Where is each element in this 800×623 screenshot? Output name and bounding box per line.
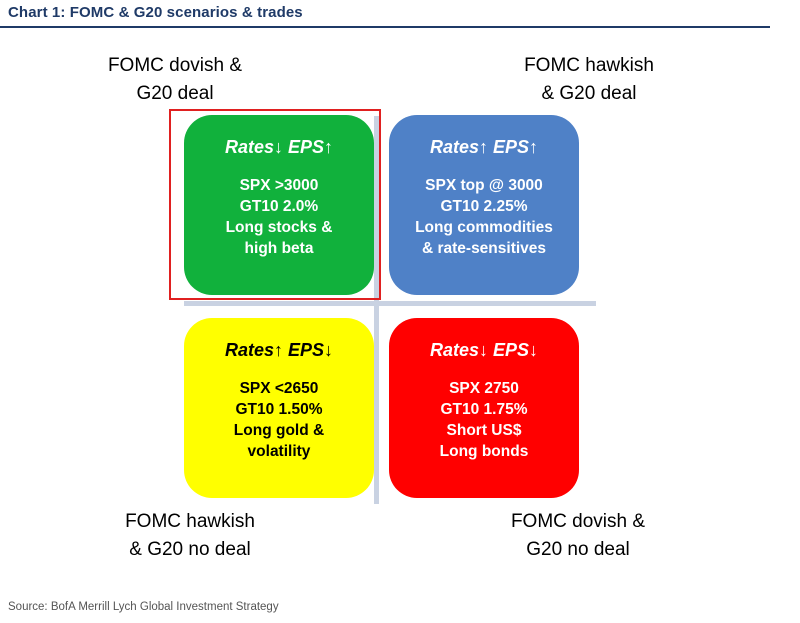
scenario-heading: Rates↑ EPS↑ (429, 137, 539, 157)
vertical-axis (374, 116, 379, 504)
scenario-line: SPX top @ 3000 (425, 177, 543, 194)
highlight-frame (169, 109, 381, 300)
scenario-box-bottom-right: Rates↓ EPS↓ SPX 2750 GT10 1.75% Short US… (389, 318, 579, 498)
scenario-line: & rate-sensitives (421, 240, 547, 257)
label-top-right-line2: & G20 deal (541, 83, 637, 104)
scenario-line: SPX >3000 (239, 177, 319, 194)
scenario-box-top-right: Rates↑ EPS↑ SPX top @ 3000 GT10 2.25% Lo… (389, 115, 579, 295)
scenario-line: high beta (244, 240, 314, 257)
scenario-line: GT10 1.50% (235, 401, 323, 418)
scenario-line: GT10 1.75% (440, 401, 528, 418)
label-top-right: FOMC hawkish & G20 deal (474, 52, 704, 108)
scenario-box-bottom-left: Rates↑ EPS↓ SPX <2650 GT10 1.50% Long go… (184, 318, 374, 498)
source-note: Source: BofA Merrill Lych Global Investm… (8, 601, 279, 613)
label-bottom-left-line2: & G20 no deal (129, 539, 251, 560)
scenario-heading: Rates↓ EPS↑ (224, 137, 334, 157)
scenario-line: Long commodities (415, 219, 553, 236)
scenario-line: SPX 2750 (449, 380, 519, 397)
label-bottom-left: FOMC hawkish & G20 no deal (75, 508, 305, 564)
title-divider (0, 26, 770, 28)
label-bottom-left-line1: FOMC hawkish (125, 511, 255, 532)
scenario-line: volatility (247, 443, 311, 460)
label-bottom-right: FOMC dovish & G20 no deal (463, 508, 693, 564)
scenario-line: GT10 2.25% (440, 198, 528, 215)
horizontal-axis (184, 301, 596, 306)
label-top-left-line1: FOMC dovish & (107, 55, 243, 76)
label-top-right-line1: FOMC hawkish (524, 55, 654, 76)
scenario-box-top-left: Rates↓ EPS↑ SPX >3000 GT10 2.0% Long sto… (184, 115, 374, 295)
label-top-left: FOMC dovish & G20 deal (60, 52, 290, 108)
scenario-heading: Rates↓ EPS↓ (429, 340, 539, 360)
scenario-line: GT10 2.0% (239, 198, 319, 215)
chart-title: Chart 1: FOMC & G20 scenarios & trades (8, 4, 303, 21)
label-bottom-right-line1: FOMC dovish & (510, 511, 646, 532)
label-top-left-line2: G20 deal (136, 83, 214, 104)
scenario-heading: Rates↑ EPS↓ (224, 340, 334, 360)
scenario-line: Long bonds (439, 443, 529, 460)
scenario-line: Short US$ (446, 422, 522, 439)
scenario-line: SPX <2650 (239, 380, 319, 397)
label-bottom-right-line2: G20 no deal (526, 539, 630, 560)
scenario-line: Long stocks & (225, 219, 333, 236)
scenario-line: Long gold & (233, 422, 325, 439)
